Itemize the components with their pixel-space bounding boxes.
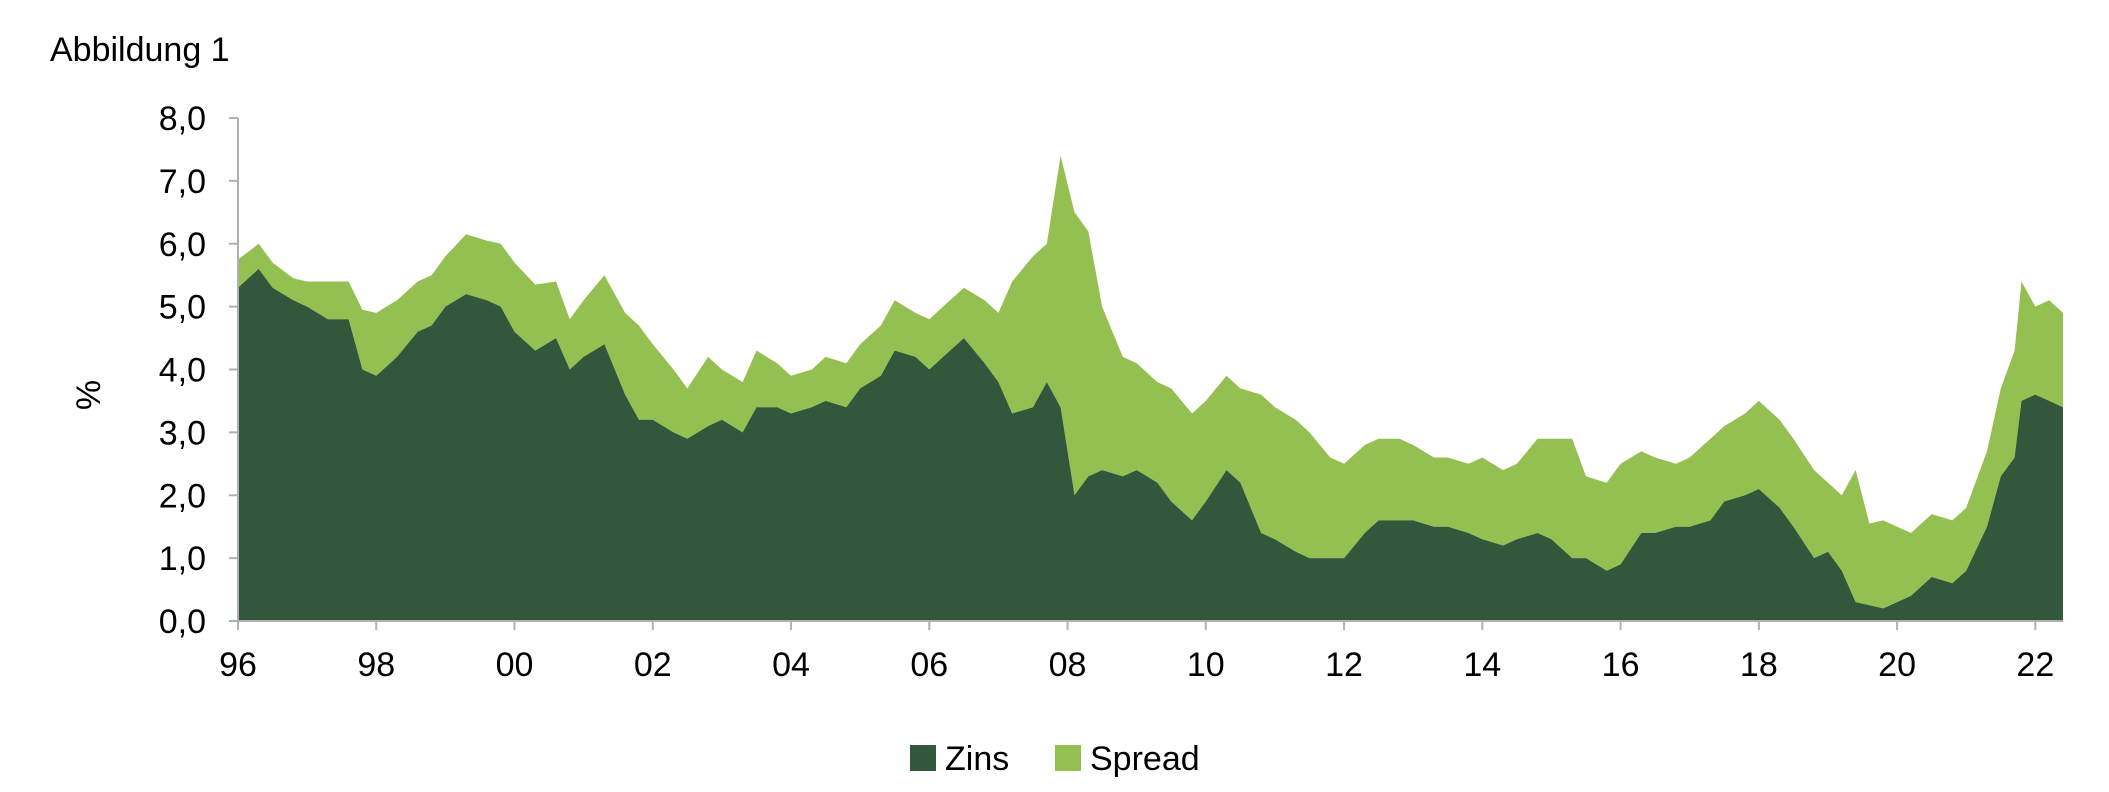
legend: Zins Spread (910, 740, 1200, 778)
x-tick-label: 20 (1878, 646, 1916, 684)
x-tick-label: 16 (1602, 646, 1640, 684)
y-tick-label: 5,0 (159, 289, 206, 327)
y-tick-label: 0,0 (159, 603, 206, 641)
legend-label-spread: Spread (1090, 740, 1200, 778)
x-tick-label: 18 (1740, 646, 1778, 684)
y-tick-label: 2,0 (159, 477, 206, 515)
plot-areas (238, 155, 2063, 621)
y-tick-label: 4,0 (159, 352, 206, 390)
legend-swatch-zins (910, 745, 936, 771)
series-area-spread (238, 155, 2063, 609)
x-tick-label: 98 (357, 646, 395, 684)
y-tick-label: 6,0 (159, 226, 206, 264)
x-tick-label: 06 (910, 646, 948, 684)
chart-title: Abbildung 1 (50, 31, 230, 69)
x-tick-label: 12 (1325, 646, 1363, 684)
x-tick-label: 10 (1187, 646, 1225, 684)
series-area-zins (238, 268, 2063, 621)
y-tick-label: 7,0 (159, 163, 206, 201)
y-tick-label: 3,0 (159, 414, 206, 452)
x-tick-label: 96 (219, 646, 257, 684)
y-axis-label: % (70, 380, 108, 410)
x-tick-label: 00 (496, 646, 534, 684)
x-tick-label: 22 (2016, 646, 2054, 684)
axes: 0,0 1,0 2,0 3,0 4,0 5,0 6,0 7,0 8,0 96 98 00 02 04 06 0… (159, 100, 2063, 684)
legend-label-zins: Zins (945, 740, 1009, 778)
legend-swatch-spread (1055, 745, 1081, 771)
x-tick-label: 04 (772, 646, 810, 684)
x-tick-label: 08 (1049, 646, 1087, 684)
y-tick-label: 8,0 (159, 100, 206, 138)
y-tick-label: 1,0 (159, 540, 206, 578)
x-tick-label: 02 (634, 646, 672, 684)
x-tick-label: 14 (1463, 646, 1501, 684)
